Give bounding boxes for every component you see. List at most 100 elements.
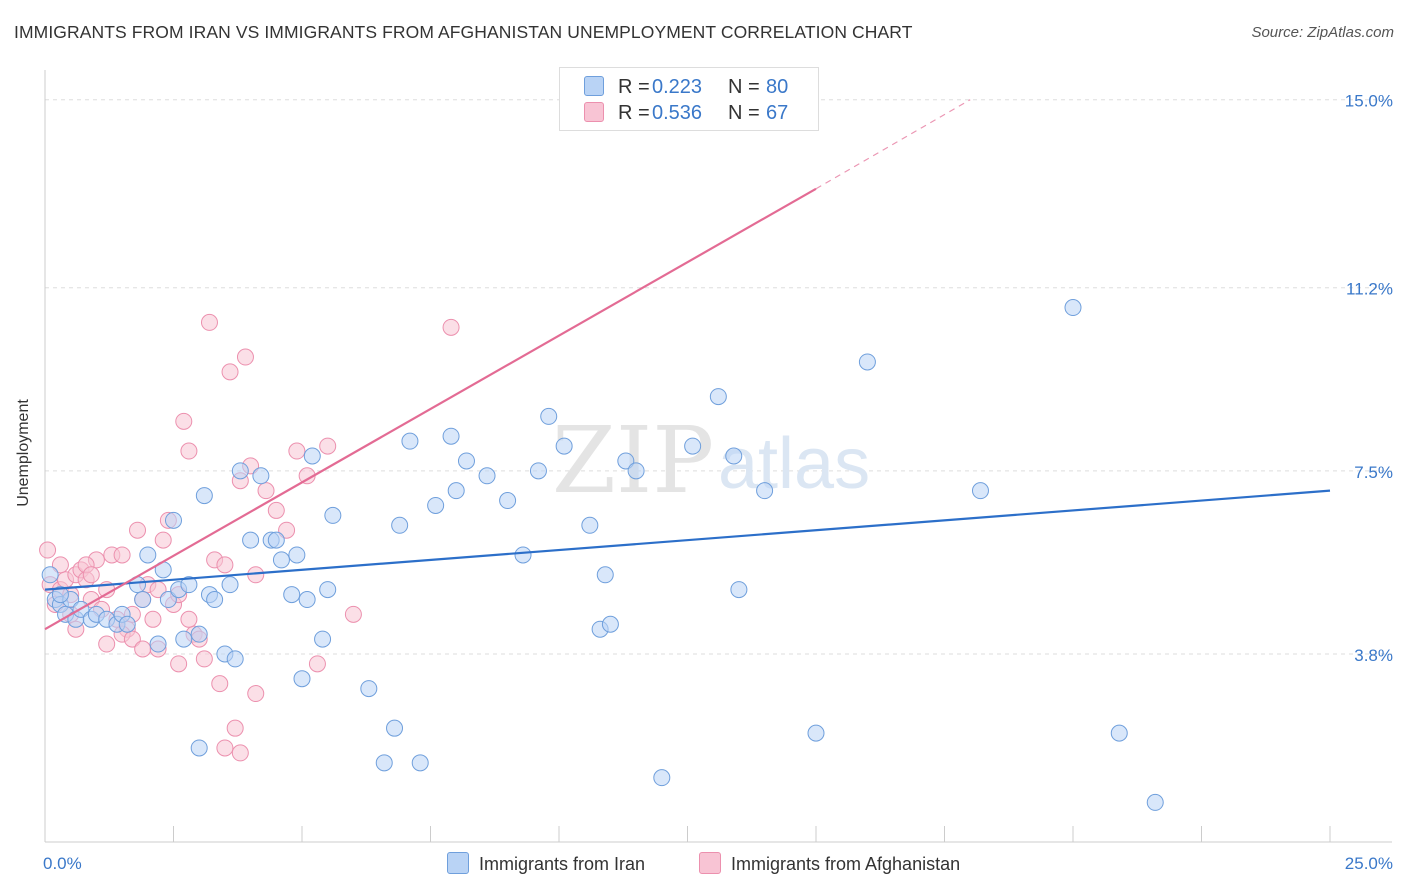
afghanistan-trend-line <box>44 187 817 631</box>
iran-point <box>555 437 573 455</box>
afghanistan-point <box>51 556 69 574</box>
iran-point <box>288 546 306 564</box>
afghanistan-point <box>39 541 57 559</box>
afghanistan-point <box>82 566 100 584</box>
iran-trend-line <box>44 489 1331 591</box>
afghanistan-point <box>278 521 296 539</box>
bottom-legend-iran: Immigrants from Iran <box>447 852 645 875</box>
afghanistan-point <box>129 521 147 539</box>
iran-points <box>41 299 1164 811</box>
iran-point <box>221 576 239 594</box>
iran-point <box>617 452 635 470</box>
iran-point <box>134 591 152 609</box>
chart-title: IMMIGRANTS FROM IRAN VS IMMIGRANTS FROM … <box>14 22 913 42</box>
iran-point <box>314 630 332 648</box>
legend-afg-n-label: N = <box>728 102 760 124</box>
iran-point <box>457 452 475 470</box>
y-tick-label: 15.0% <box>1345 92 1393 111</box>
afghanistan-point <box>123 630 141 648</box>
afghanistan-point <box>442 318 460 336</box>
iran-point <box>709 388 727 406</box>
afghanistan-point <box>134 640 152 658</box>
source-label: Source: ZipAtlas.com <box>1251 24 1394 41</box>
iran-point <box>478 467 496 485</box>
afghanistan-point <box>231 744 249 762</box>
y-tick-label: 7.5% <box>1354 463 1393 482</box>
iran-point <box>190 739 208 757</box>
iran-point <box>581 516 599 534</box>
iran-point <box>242 531 260 549</box>
iran-point <box>303 447 321 465</box>
iran-point <box>175 630 193 648</box>
afghanistan-point <box>216 556 234 574</box>
bottom-legend-afghanistan: Immigrants from Afghanistan <box>699 852 960 875</box>
legend-afg-r-value: 0.536 <box>652 102 703 124</box>
iran-point <box>267 531 285 549</box>
iran-point <box>206 591 224 609</box>
iran-point <box>601 615 619 633</box>
iran-point <box>807 724 825 742</box>
x-tick-labels: 0.0% 25.0% <box>43 854 1393 873</box>
afghanistan-point <box>247 685 265 703</box>
afghanistan-point <box>175 412 193 430</box>
iran-point <box>653 769 671 787</box>
afghanistan-point <box>211 675 229 693</box>
iran-point <box>272 551 290 569</box>
iran-point <box>971 482 989 500</box>
iran-point <box>427 496 445 514</box>
y-tick-labels: 3.8% 7.5% 11.2% 15.0% <box>1345 92 1393 665</box>
iran-point <box>540 407 558 425</box>
afghanistan-point <box>288 442 306 460</box>
afghanistan-point <box>144 610 162 628</box>
afghanistan-trend-extension <box>815 99 971 190</box>
y-tick-label: 3.8% <box>1354 646 1393 665</box>
afghanistan-point <box>257 482 275 500</box>
iran-point <box>283 586 301 604</box>
iran-point <box>730 581 748 599</box>
iran-point <box>252 467 270 485</box>
iran-point <box>411 754 429 772</box>
bottom-legend-iran-label: Immigrants from Iran <box>479 854 646 874</box>
axes <box>44 70 1392 843</box>
afghanistan-point <box>308 655 326 673</box>
iran-point <box>1110 724 1128 742</box>
afghanistan-point <box>344 605 362 623</box>
bottom-legend-swatch-iran <box>447 852 469 874</box>
afghanistan-points <box>39 96 578 762</box>
afghanistan-point <box>216 739 234 757</box>
y-tick-label: 11.2% <box>1346 280 1393 299</box>
iran-point <box>1064 299 1082 317</box>
iran-point <box>514 546 532 564</box>
afghanistan-point <box>154 531 172 549</box>
iran-point <box>231 462 249 480</box>
iran-point <box>190 625 208 643</box>
legend-swatch-iran <box>584 76 604 96</box>
iran-point <box>529 462 547 480</box>
legend-iran-r-value: 0.223 <box>652 76 703 98</box>
afghanistan-point <box>236 348 254 366</box>
iran-point <box>51 586 69 604</box>
iran-point <box>1146 793 1164 811</box>
legend-afg-r-label: R = <box>618 102 650 124</box>
iran-point <box>319 581 337 599</box>
iran-point <box>180 576 198 594</box>
iran-point <box>195 487 213 505</box>
afghanistan-point <box>267 501 285 519</box>
afghanistan-point <box>319 437 337 455</box>
afghanistan-point <box>200 313 218 331</box>
afghanistan-point <box>113 546 131 564</box>
bottom-legend-afghanistan-label: Immigrants from Afghanistan <box>731 854 961 874</box>
trend-lines <box>44 99 1331 631</box>
iran-point <box>293 670 311 688</box>
iran-point <box>360 680 378 698</box>
watermark-atlas: atlas <box>718 424 870 504</box>
iran-point <box>756 482 774 500</box>
legend-afg-n-value: 67 <box>766 102 789 124</box>
bottom-legend-swatch-afghanistan <box>699 852 721 874</box>
watermark: ZIP atlas <box>552 407 870 514</box>
x-tick-label-min: 0.0% <box>43 854 82 873</box>
afghanistan-point <box>226 719 244 737</box>
iran-point <box>139 546 157 564</box>
iran-point <box>149 635 167 653</box>
